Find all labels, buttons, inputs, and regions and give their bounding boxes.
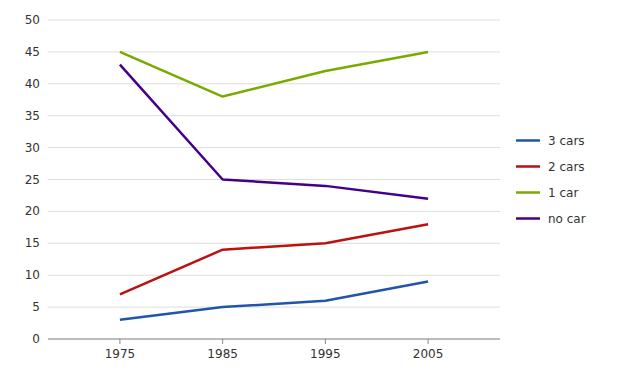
page: {"chart_data": {"type": "line", "x": [19… xyxy=(0,0,640,375)
y-tick-label: 15 xyxy=(25,236,40,250)
x-tick-label: 1985 xyxy=(207,347,238,361)
x-tick xyxy=(428,339,429,344)
y-tick-label: 25 xyxy=(25,173,40,187)
legend: 3 cars 2 cars 1 car no car xyxy=(516,134,586,226)
y-tick-label: 35 xyxy=(25,109,40,123)
x-tick-label: 2005 xyxy=(413,347,444,361)
y-tick-label: 40 xyxy=(25,77,40,91)
legend-swatch xyxy=(516,139,540,142)
legend-label: 3 cars xyxy=(548,134,585,148)
y-tick-label: 5 xyxy=(32,300,40,314)
plot-area xyxy=(120,52,428,320)
legend-label: 1 car xyxy=(548,186,578,200)
y-tick-label: 50 xyxy=(25,13,40,27)
x-tick xyxy=(222,339,223,344)
grid-line xyxy=(48,179,500,180)
series-line xyxy=(120,224,428,294)
x-tick-label: 1975 xyxy=(105,347,136,361)
grid-line xyxy=(48,20,500,21)
x-tick-label: 1995 xyxy=(310,347,341,361)
legend-label: no car xyxy=(548,212,586,226)
series-line xyxy=(120,65,428,199)
grid-line xyxy=(48,339,500,340)
legend-swatch xyxy=(516,217,540,220)
grid-line xyxy=(48,211,500,212)
grid-line xyxy=(48,147,500,148)
legend-swatch xyxy=(516,165,540,168)
x-tick xyxy=(325,339,326,344)
grid-line xyxy=(48,243,500,244)
chart-container: 0 5 10 15 20 25 30 35 40 45 50 1975 1985 1995 2005 3 ca… xyxy=(0,0,640,375)
y-tick-label: 10 xyxy=(25,268,40,282)
grid-line xyxy=(48,51,500,52)
x-axis-line xyxy=(48,339,500,340)
legend-swatch xyxy=(516,191,540,194)
series-line xyxy=(120,282,428,320)
y-tick-label: 20 xyxy=(25,204,40,218)
x-axis: 1975 1985 1995 2005 xyxy=(48,339,500,361)
grid-line xyxy=(48,307,500,308)
x-tick xyxy=(119,339,120,344)
y-tick-label: 0 xyxy=(32,332,40,346)
grid-line xyxy=(48,115,500,116)
series-line xyxy=(120,52,428,97)
y-tick-label: 45 xyxy=(25,45,40,59)
legend-label: 2 cars xyxy=(548,160,585,174)
y-tick-label: 30 xyxy=(25,141,40,155)
chart: 0 5 10 15 20 25 30 35 40 45 50 1975 1985 1995 2005 3 ca… xyxy=(0,0,640,375)
y-axis: 0 5 10 15 20 25 30 35 40 45 50 xyxy=(25,13,500,346)
grid-line xyxy=(48,275,500,276)
